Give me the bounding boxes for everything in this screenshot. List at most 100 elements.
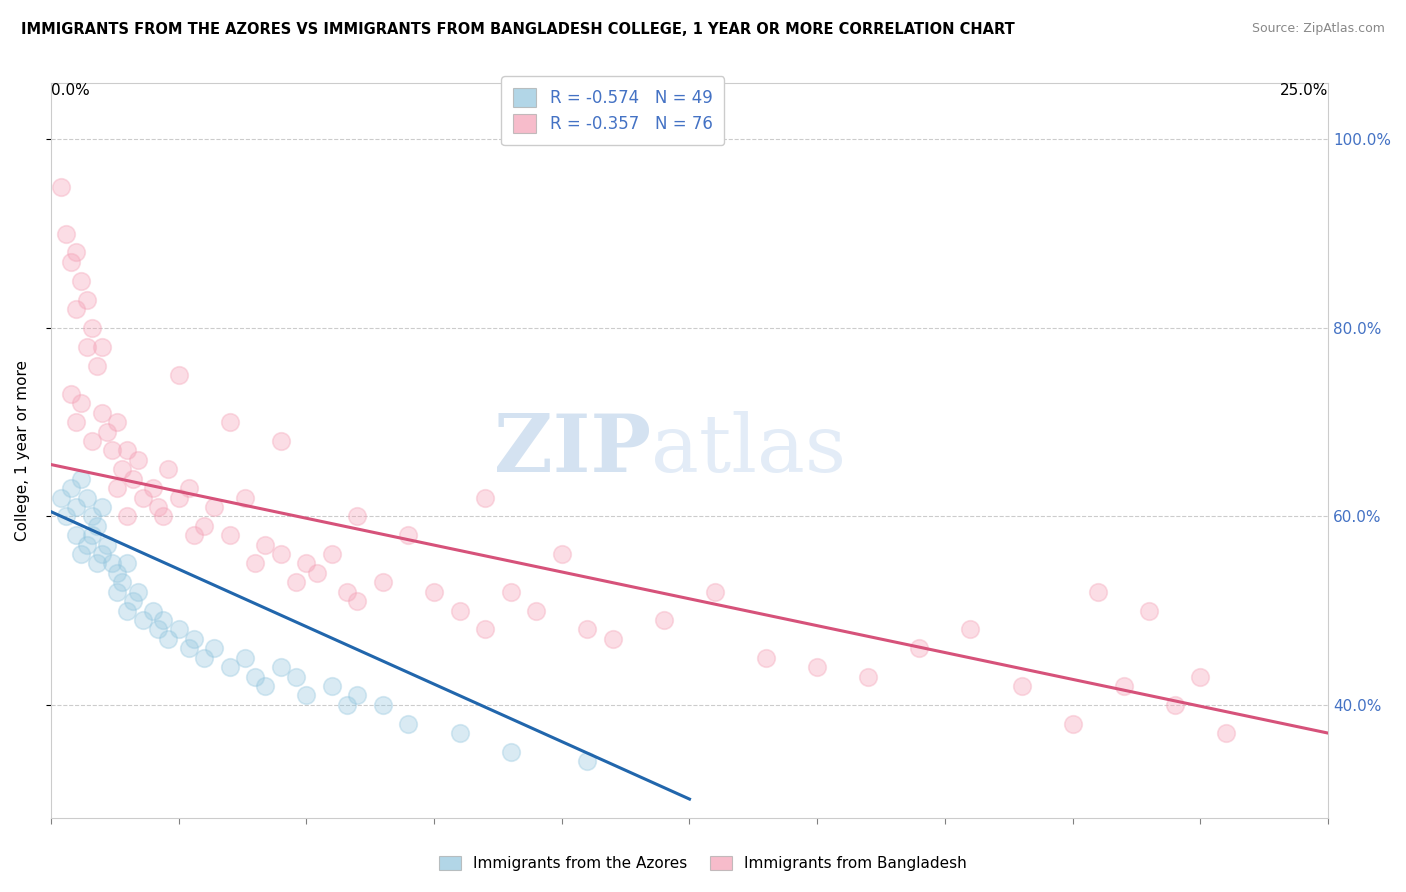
Point bbox=[245, 557, 267, 571]
Point bbox=[371, 575, 394, 590]
Point bbox=[157, 462, 180, 476]
Point bbox=[86, 518, 108, 533]
Point bbox=[806, 660, 828, 674]
Point bbox=[423, 584, 446, 599]
Point bbox=[101, 443, 124, 458]
Point bbox=[1189, 669, 1212, 683]
Point bbox=[321, 679, 343, 693]
Point bbox=[218, 528, 240, 542]
Text: Source: ZipAtlas.com: Source: ZipAtlas.com bbox=[1251, 22, 1385, 36]
Point bbox=[858, 669, 880, 683]
Point bbox=[76, 538, 98, 552]
Point bbox=[576, 755, 599, 769]
Point bbox=[551, 547, 574, 561]
Point bbox=[70, 396, 93, 410]
Point bbox=[146, 623, 169, 637]
Point bbox=[285, 669, 308, 683]
Point bbox=[60, 255, 83, 269]
Point bbox=[146, 500, 169, 514]
Point bbox=[254, 538, 277, 552]
Point bbox=[80, 434, 103, 448]
Point bbox=[55, 227, 77, 241]
Point bbox=[49, 491, 72, 505]
Point bbox=[86, 557, 108, 571]
Text: IMMIGRANTS FROM THE AZORES VS IMMIGRANTS FROM BANGLADESH COLLEGE, 1 YEAR OR MORE: IMMIGRANTS FROM THE AZORES VS IMMIGRANTS… bbox=[21, 22, 1015, 37]
Point bbox=[285, 575, 308, 590]
Text: 25.0%: 25.0% bbox=[1279, 83, 1329, 98]
Point bbox=[1062, 716, 1084, 731]
Point bbox=[202, 641, 225, 656]
Point bbox=[117, 604, 139, 618]
Point bbox=[90, 500, 112, 514]
Point bbox=[346, 509, 368, 524]
Text: 0.0%: 0.0% bbox=[51, 83, 90, 98]
Point bbox=[105, 415, 128, 429]
Point bbox=[295, 557, 318, 571]
Point bbox=[132, 491, 155, 505]
Point bbox=[105, 481, 128, 495]
Point bbox=[371, 698, 394, 712]
Point bbox=[80, 509, 103, 524]
Point bbox=[202, 500, 225, 514]
Legend: R = -0.574   N = 49, R = -0.357   N = 76: R = -0.574 N = 49, R = -0.357 N = 76 bbox=[502, 77, 724, 145]
Point bbox=[70, 547, 93, 561]
Point bbox=[152, 613, 174, 627]
Point bbox=[336, 584, 359, 599]
Point bbox=[105, 584, 128, 599]
Point bbox=[346, 594, 368, 608]
Point bbox=[474, 491, 496, 505]
Point bbox=[336, 698, 359, 712]
Point bbox=[270, 660, 292, 674]
Point bbox=[1137, 604, 1160, 618]
Point bbox=[76, 293, 98, 307]
Point bbox=[295, 689, 318, 703]
Point bbox=[65, 500, 87, 514]
Point bbox=[105, 566, 128, 580]
Point bbox=[270, 547, 292, 561]
Point bbox=[524, 604, 547, 618]
Point bbox=[101, 557, 124, 571]
Point bbox=[218, 660, 240, 674]
Point bbox=[65, 245, 87, 260]
Point bbox=[167, 368, 190, 382]
Point bbox=[111, 575, 134, 590]
Point bbox=[117, 443, 139, 458]
Point bbox=[90, 406, 112, 420]
Point bbox=[499, 584, 522, 599]
Point bbox=[270, 434, 292, 448]
Point bbox=[321, 547, 343, 561]
Point bbox=[80, 321, 103, 335]
Point bbox=[233, 650, 256, 665]
Point bbox=[65, 528, 87, 542]
Y-axis label: College, 1 year or more: College, 1 year or more bbox=[15, 359, 30, 541]
Point bbox=[1112, 679, 1135, 693]
Point bbox=[60, 481, 83, 495]
Point bbox=[449, 726, 471, 740]
Point bbox=[117, 557, 139, 571]
Point bbox=[76, 340, 98, 354]
Point bbox=[346, 689, 368, 703]
Point bbox=[117, 509, 139, 524]
Point bbox=[305, 566, 328, 580]
Point bbox=[193, 518, 215, 533]
Point bbox=[218, 415, 240, 429]
Legend: Immigrants from the Azores, Immigrants from Bangladesh: Immigrants from the Azores, Immigrants f… bbox=[433, 850, 973, 877]
Point bbox=[121, 472, 143, 486]
Point bbox=[704, 584, 727, 599]
Point bbox=[449, 604, 471, 618]
Point bbox=[90, 547, 112, 561]
Point bbox=[80, 528, 103, 542]
Point bbox=[499, 745, 522, 759]
Point bbox=[183, 528, 205, 542]
Point bbox=[245, 669, 267, 683]
Point bbox=[193, 650, 215, 665]
Point bbox=[233, 491, 256, 505]
Point bbox=[49, 179, 72, 194]
Point bbox=[576, 623, 599, 637]
Point bbox=[55, 509, 77, 524]
Point bbox=[177, 481, 200, 495]
Point bbox=[152, 509, 174, 524]
Point bbox=[96, 425, 118, 439]
Point bbox=[60, 387, 83, 401]
Point bbox=[70, 274, 93, 288]
